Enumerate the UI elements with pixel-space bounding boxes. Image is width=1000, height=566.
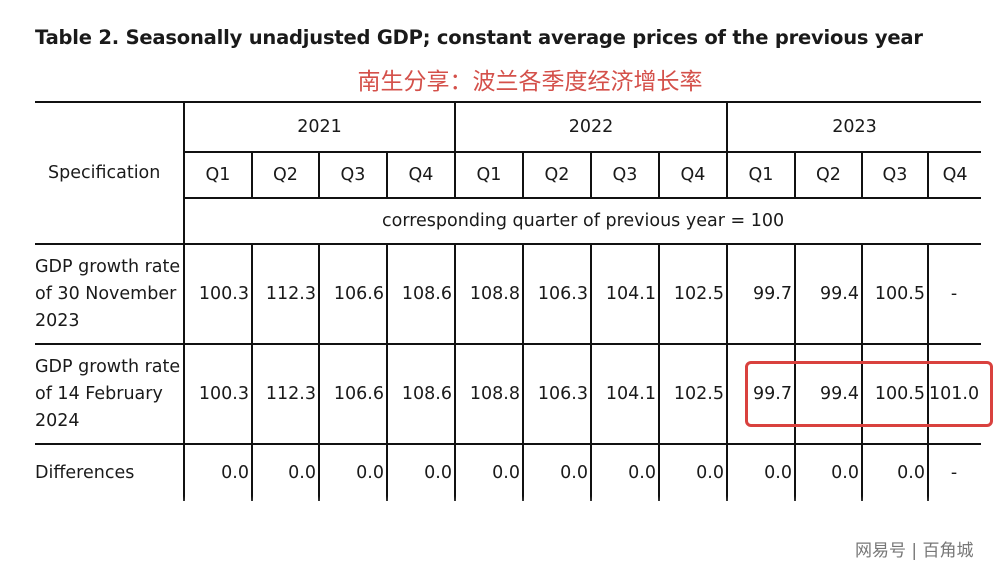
gdp-table: Specification 2021 2022 2023 Q1 Q2 Q3 Q4 Q1 Q… — [35, 101, 982, 501]
quarter-header: Q2 — [522, 151, 591, 198]
value-cell: 104.1 — [590, 243, 659, 344]
quarter-header: Q2 — [251, 151, 319, 198]
value-cell: 108.8 — [454, 243, 523, 344]
value-cell: 101.0 — [926, 343, 982, 444]
year-header: 2021 — [183, 101, 455, 152]
quarter-header: Q1 — [183, 151, 252, 198]
value-cell: 0.0 — [183, 443, 252, 501]
row-label: GDP growth rate of 30 November 2023 — [35, 243, 184, 344]
watermark: 网易号 | 百角城 — [855, 541, 974, 561]
value-cell: 106.6 — [318, 343, 387, 444]
quarter-header: Q3 — [590, 151, 659, 198]
value-cell: 0.0 — [590, 443, 659, 501]
table-row: GDP growth rate of 14 February 2024 100.3… — [35, 343, 982, 444]
value-cell: - — [926, 243, 982, 344]
row-label: GDP growth rate of 14 February 2024 — [35, 343, 184, 444]
value-cell: 100.3 — [183, 243, 252, 344]
highlight-box — [745, 361, 993, 427]
value-cell: 112.3 — [251, 343, 319, 444]
value-cell: 102.5 — [658, 343, 727, 444]
table-row: GDP growth rate of 30 November 2023 100.3… — [35, 243, 982, 344]
quarter-header: Q4 — [386, 151, 455, 198]
quarter-header: Q2 — [794, 151, 862, 198]
value-cell: 0.0 — [251, 443, 319, 501]
row-label: Differences — [35, 443, 184, 501]
table-row: Differences 0.0 0.0 0.0 0.0 0.0 0.0 0.0 0.0 0.0 0.… — [35, 443, 982, 501]
quarter-header: Q4 — [658, 151, 727, 198]
value-cell: 108.6 — [386, 343, 455, 444]
value-cell: 0.0 — [386, 443, 455, 501]
value-cell: 0.0 — [794, 443, 862, 501]
value-cell: 0.0 — [726, 443, 795, 501]
value-cell: 106.3 — [522, 343, 591, 444]
value-cell: 108.8 — [454, 343, 523, 444]
table-title: Table 2. Seasonally unadjusted GDP; cons… — [35, 26, 923, 49]
value-cell: 99.7 — [726, 243, 795, 344]
value-cell: 108.6 — [386, 243, 455, 344]
base-note: corresponding quarter of previous year =… — [182, 197, 982, 244]
value-cell: 100.3 — [183, 343, 252, 444]
chinese-subtitle: 南生分享：波兰各季度经济增长率 — [357, 69, 703, 95]
value-cell: 0.0 — [522, 443, 591, 501]
quarter-header: Q4 — [926, 151, 982, 198]
value-cell: 106.3 — [522, 243, 591, 344]
value-cell: 0.0 — [454, 443, 523, 501]
value-cell: 0.0 — [861, 443, 928, 501]
value-cell: 112.3 — [251, 243, 319, 344]
year-header: 2022 — [454, 101, 727, 152]
value-cell: 99.4 — [794, 343, 862, 444]
quarter-header: Q1 — [726, 151, 795, 198]
value-cell: 99.7 — [726, 343, 795, 444]
value-cell: 100.5 — [861, 243, 928, 344]
value-cell: 0.0 — [658, 443, 727, 501]
value-cell: 99.4 — [794, 243, 862, 344]
value-cell: 100.5 — [861, 343, 928, 444]
spec-header: Specification — [35, 101, 184, 244]
quarter-header: Q3 — [318, 151, 387, 198]
quarter-header: Q3 — [861, 151, 928, 198]
value-cell: 106.6 — [318, 243, 387, 344]
bottom-fade — [0, 496, 1000, 526]
value-cell: 104.1 — [590, 343, 659, 444]
quarter-header: Q1 — [454, 151, 523, 198]
value-cell: 0.0 — [318, 443, 387, 501]
value-cell: 102.5 — [658, 243, 727, 344]
value-cell: - — [926, 443, 982, 501]
year-header: 2023 — [725, 101, 982, 152]
